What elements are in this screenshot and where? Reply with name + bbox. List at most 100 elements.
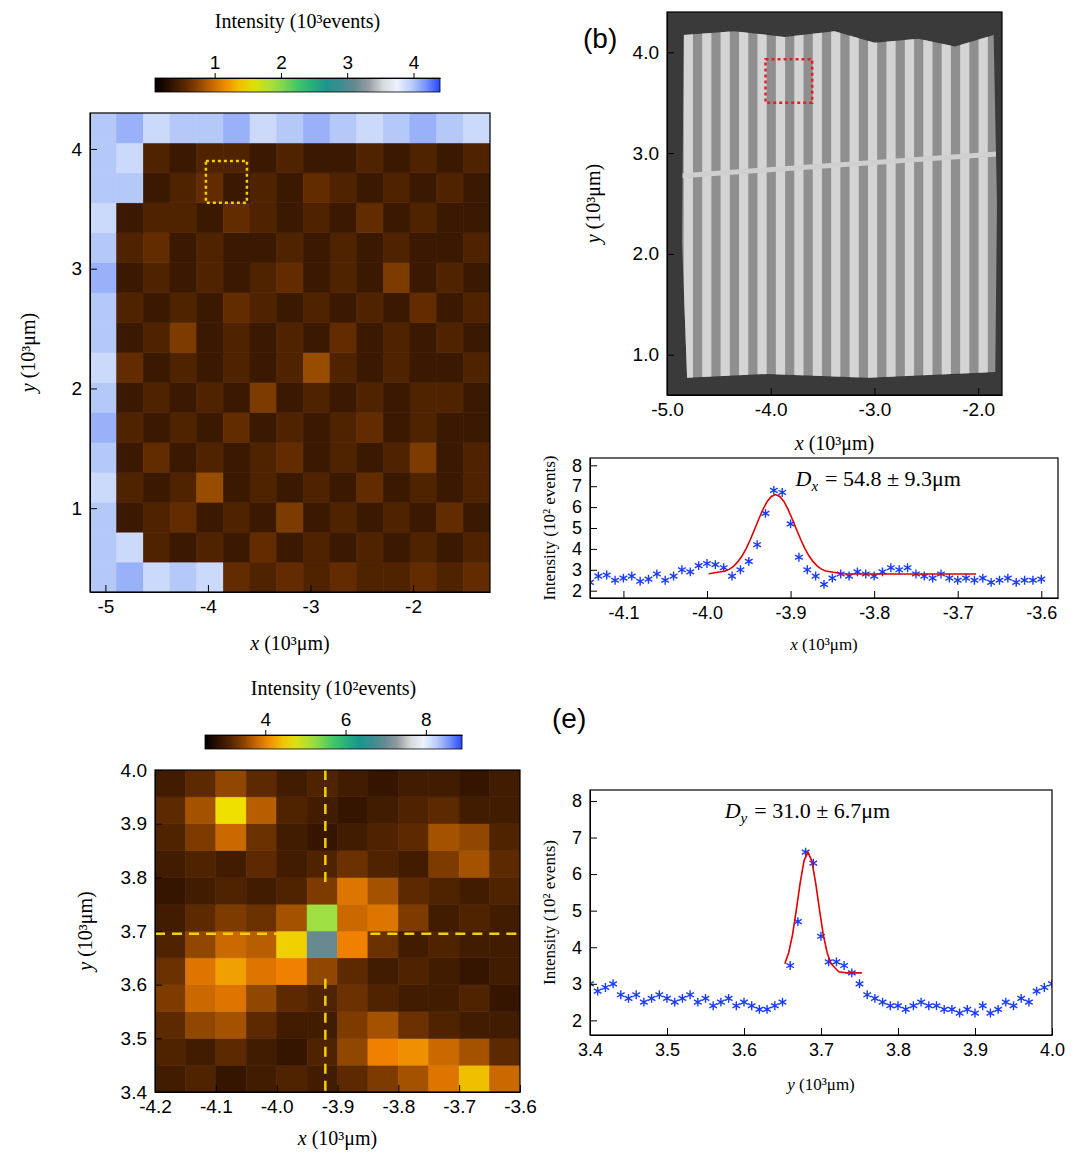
tick: -4.0: [261, 1085, 294, 1117]
data-point: [609, 979, 617, 988]
plot-frame: [667, 12, 1002, 395]
tick: 3.5: [121, 1028, 162, 1049]
heatmap-cell: [368, 797, 398, 824]
data-point: [756, 1005, 764, 1014]
heatmap-cell: [197, 412, 224, 442]
tick-label: -4.0: [692, 603, 723, 623]
plot-area: [155, 770, 520, 1092]
data-point: [894, 1001, 902, 1010]
heatmap-cell: [303, 562, 330, 592]
heatmap-cell: [410, 412, 437, 442]
heatmap-cell: [330, 442, 357, 472]
heatmap-cell: [170, 173, 197, 203]
tick-label: 3.6: [121, 974, 147, 995]
tick-mark: [265, 730, 266, 735]
heatmap-cell: [170, 263, 197, 293]
heatmap-cell: [357, 143, 384, 173]
heatmap-cell: [463, 203, 490, 233]
heatmap-cell: [277, 233, 304, 263]
tick-mark: [347, 73, 348, 78]
heatmap-cell: [398, 1065, 428, 1092]
heatmap-cell: [170, 233, 197, 263]
heatmap-cell: [246, 1065, 276, 1092]
heatmap-cell: [143, 502, 170, 532]
heatmap-cell: [185, 1038, 215, 1065]
tick-mark: [216, 1085, 217, 1092]
sample-stripe: [942, 12, 951, 395]
tick: 8: [572, 791, 597, 811]
heatmap-cell: [90, 143, 117, 173]
heatmap-cell: [223, 203, 250, 233]
heatmap-cell: [246, 824, 276, 851]
tick-mark: [1041, 591, 1042, 598]
tick: 4: [409, 52, 420, 78]
heatmap-cell: [90, 113, 117, 143]
plot-frame: [590, 790, 1052, 1035]
heatmap-cell: [90, 412, 117, 442]
tick: -3: [303, 585, 320, 617]
tick-label: 3: [572, 560, 582, 580]
plot-area: [90, 113, 490, 592]
heatmap-cell: [383, 143, 410, 173]
tick-mark: [90, 149, 97, 150]
heatmap-cell: [277, 958, 307, 985]
heatmap-cell: [246, 958, 276, 985]
plot-frame: [590, 458, 1058, 598]
tick-mark: [398, 1085, 399, 1092]
heatmap-cell: [185, 985, 215, 1012]
heatmap-cell: [429, 824, 459, 851]
heatmap-cell: [185, 824, 215, 851]
data-point: [979, 574, 987, 583]
heatmap-cell: [277, 502, 304, 532]
heatmap-cell: [459, 1012, 489, 1039]
sample-stripe: [721, 12, 730, 395]
data-point: [770, 486, 778, 495]
panel: -4.1-4.0-3.9-3.8-3.7-3.62345678x (10³μm)…: [540, 456, 1059, 654]
heatmap-cell: [357, 532, 384, 562]
heatmap-cell: [437, 382, 464, 412]
data-point: [929, 574, 937, 583]
panel: -5-4-3-21234x (10³μm)y (10³μm): [17, 113, 491, 655]
tick-label: 3.8: [121, 867, 147, 888]
heatmap-cell: [383, 323, 410, 353]
heatmap-cell: [170, 442, 197, 472]
heatmap-cell: [117, 173, 144, 203]
heatmap-cell: [490, 904, 520, 931]
heatmap-cell: [307, 851, 337, 878]
heatmap-cell: [303, 472, 330, 502]
figure-root: -5-4-3-21234x (10³μm)y (10³μm)1234Intens…: [0, 0, 1082, 1162]
data-point: [870, 572, 878, 581]
data-point: [686, 567, 694, 576]
heatmap-cell: [307, 958, 337, 985]
tick: 2: [572, 1011, 597, 1031]
heatmap-cell: [170, 532, 197, 562]
heatmap-cell: [277, 173, 304, 203]
sample-stripe: [850, 12, 859, 395]
tick-label: -4.0: [261, 1096, 294, 1117]
heatmap-cell: [330, 293, 357, 323]
tick-mark: [338, 1085, 339, 1092]
tick-mark: [771, 388, 772, 395]
heatmap-cell: [250, 532, 277, 562]
tick: -3.8: [382, 1085, 415, 1117]
heatmap-cell: [250, 412, 277, 442]
tick-mark: [707, 591, 708, 598]
heatmap-cell: [459, 851, 489, 878]
heatmap-cell: [197, 113, 224, 143]
heatmap-cell: [410, 562, 437, 592]
tick: 2: [276, 52, 287, 78]
tick: 5: [572, 901, 597, 921]
heatmap-cell: [459, 958, 489, 985]
heatmap-cell: [330, 412, 357, 442]
heatmap-cell: [155, 770, 185, 797]
sample-stripe: [813, 12, 822, 395]
heatmap-cell: [216, 904, 246, 931]
tick-label: 4.0: [121, 760, 147, 781]
tick-mark: [590, 486, 597, 487]
data-point: [679, 994, 687, 1003]
tick: 6: [572, 864, 597, 884]
annotation-symbol: D: [795, 466, 812, 491]
tick-label: 2: [276, 52, 287, 73]
data-point: [962, 574, 970, 583]
heatmap-cell: [250, 353, 277, 383]
